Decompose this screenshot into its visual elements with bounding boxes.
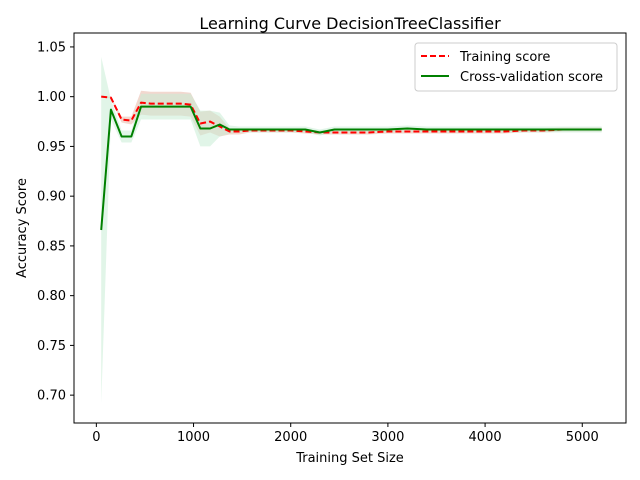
chart-title: Learning Curve DecisionTreeClassifier — [199, 14, 501, 33]
x-tick-label: 1000 — [177, 430, 210, 445]
y-tick-label: 0.90 — [37, 190, 66, 205]
y-tick-label: 1.05 — [37, 40, 66, 55]
legend-label-cross-validation: Cross-validation score — [460, 70, 603, 85]
x-tick-label: 5000 — [566, 430, 599, 445]
x-tick-label: 0 — [92, 430, 100, 445]
y-tick-label: 1.00 — [37, 90, 66, 105]
y-tick-label: 0.95 — [37, 140, 66, 155]
y-tick-label: 0.80 — [37, 289, 66, 304]
y-axis: 0.70 0.75 0.80 0.85 0.90 0.95 1.00 1.05 — [37, 40, 74, 403]
legend: Training score Cross-validation score — [415, 43, 617, 91]
x-axis: 0 1000 2000 3000 4000 5000 — [92, 423, 599, 445]
x-tick-label: 3000 — [371, 430, 404, 445]
y-tick-label: 0.85 — [37, 239, 66, 254]
y-tick-label: 0.75 — [37, 339, 66, 354]
legend-label-training: Training score — [459, 50, 550, 65]
band-cross-validation-score — [101, 57, 601, 403]
confidence-bands — [101, 57, 601, 403]
y-tick-label: 0.70 — [37, 389, 66, 404]
line-cross-validation-score — [101, 107, 601, 230]
x-tick-label: 2000 — [274, 430, 307, 445]
x-tick-label: 4000 — [469, 430, 502, 445]
x-axis-title: Training Set Size — [295, 451, 404, 466]
y-axis-title: Accuracy Score — [15, 178, 30, 278]
